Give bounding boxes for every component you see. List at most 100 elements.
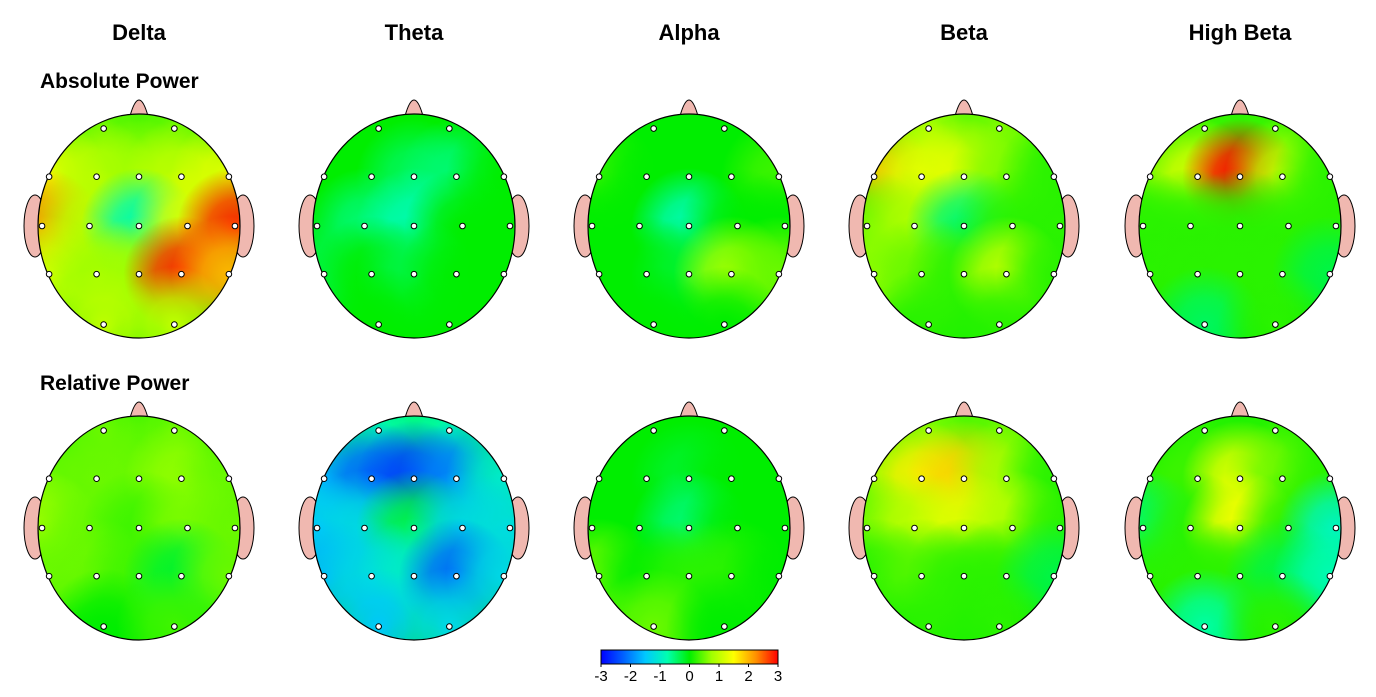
electrode [643, 572, 650, 580]
electrode [171, 427, 178, 434]
head-outline [862, 113, 1066, 339]
electrode [500, 173, 508, 181]
electrode [184, 222, 191, 230]
electrode [650, 427, 657, 434]
electrode [918, 173, 925, 181]
electrode [375, 125, 382, 132]
electrode [375, 427, 382, 434]
electrode [171, 623, 178, 630]
band-title: High Beta [1189, 20, 1292, 45]
electrode [775, 572, 783, 580]
electrode [721, 623, 728, 630]
head-outline [862, 415, 1066, 641]
electrode [960, 524, 968, 532]
colorbar-tick-label: 0 [685, 668, 693, 685]
topomap [1124, 401, 1356, 641]
electrode [925, 321, 932, 328]
electrode [685, 270, 693, 278]
electrode [38, 222, 46, 230]
electrode [595, 572, 603, 580]
electrode [734, 524, 741, 532]
electrode [918, 475, 925, 483]
electrode [93, 173, 100, 181]
electrode [1285, 524, 1292, 532]
electrode [375, 321, 382, 328]
electrode [781, 524, 789, 532]
electrode [1201, 125, 1208, 132]
electrode [1326, 173, 1334, 181]
electrode [636, 524, 643, 532]
electrode [996, 623, 1003, 630]
electrode [225, 475, 233, 483]
electrode [410, 475, 418, 483]
electrode [1194, 173, 1201, 181]
electrode [320, 572, 328, 580]
colorbar [600, 649, 779, 665]
electrode [734, 222, 741, 230]
electrode [225, 572, 233, 580]
electrode [925, 623, 932, 630]
electrode [459, 524, 466, 532]
electrode [996, 427, 1003, 434]
electrode [1279, 475, 1286, 483]
colorbar-tick-label: 3 [774, 668, 782, 685]
electrode [925, 125, 932, 132]
electrode [1201, 623, 1208, 630]
electrode [870, 270, 878, 278]
head-outline [1138, 415, 1342, 641]
electrode [1326, 572, 1334, 580]
electrode [375, 623, 382, 630]
colorbar-tick-label: -1 [653, 668, 666, 685]
electrode [320, 173, 328, 181]
electrode [1279, 173, 1286, 181]
electrode [650, 623, 657, 630]
row-label: Relative Power [40, 372, 189, 395]
electrode [171, 321, 178, 328]
electrode [595, 270, 603, 278]
row-label: Absolute Power [40, 70, 199, 93]
electrode [368, 270, 375, 278]
electrode [728, 173, 735, 181]
electrode [410, 173, 418, 181]
electrode [685, 222, 693, 230]
electrode [1146, 572, 1154, 580]
colorbar-tick-label: -2 [624, 668, 637, 685]
electrode [453, 572, 460, 580]
electrode [721, 125, 728, 132]
electrode [870, 475, 878, 483]
electrode [1326, 270, 1334, 278]
electrode [1139, 222, 1147, 230]
electrode [1003, 475, 1010, 483]
electrode [1003, 173, 1010, 181]
electrode [93, 270, 100, 278]
topomap [848, 99, 1080, 339]
electrode [86, 222, 93, 230]
head-outline [37, 415, 241, 641]
electrode [231, 222, 239, 230]
electrode [925, 427, 932, 434]
electrode [459, 222, 466, 230]
electrode [500, 572, 508, 580]
colorbar-tick-label: 1 [715, 668, 723, 685]
colorbar-tick-label: -3 [594, 668, 607, 685]
electrode [100, 321, 107, 328]
electrode [93, 572, 100, 580]
electrode [100, 125, 107, 132]
electrode [650, 125, 657, 132]
electrode [918, 270, 925, 278]
electrode [918, 572, 925, 580]
electrode [1272, 427, 1279, 434]
electrode [1050, 173, 1058, 181]
electrode [135, 173, 143, 181]
electrode [368, 572, 375, 580]
band-title: Delta [112, 20, 167, 45]
electrode [1050, 475, 1058, 483]
band-title: Alpha [658, 20, 720, 45]
head-outline [312, 113, 516, 339]
electrode [1201, 321, 1208, 328]
electrode [685, 475, 693, 483]
electrode [361, 524, 368, 532]
electrode [775, 173, 783, 181]
electrode [171, 125, 178, 132]
